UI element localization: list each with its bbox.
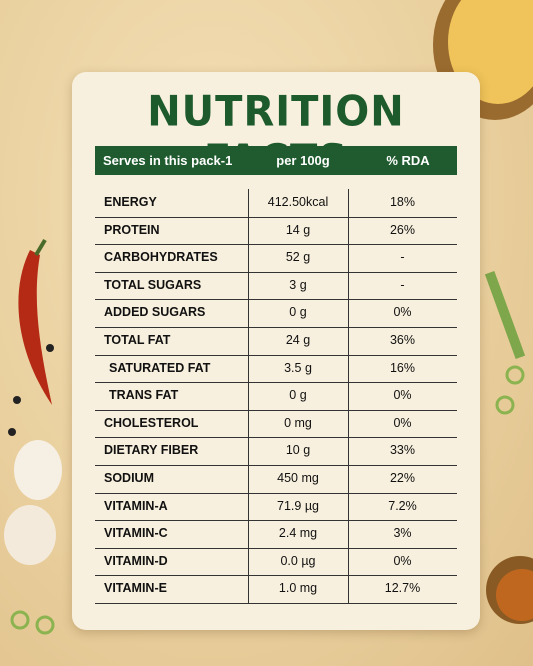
table-cell: 0 mg [284,415,312,430]
table-cell: 1.0 mg [278,581,318,596]
table-cell: 22% [389,471,416,485]
table-row: VITAMIN-A 71.9 µg 7.2% [95,493,457,522]
table-cell: 3.5 g [284,360,312,375]
table-row: TOTAL SUGARS 3 g - [95,272,457,301]
table-cell: 14 g [285,222,311,237]
table-row: CHOLESTEROL 0 mg 0% [95,410,457,439]
column-header: Serves in this pack-1 [103,153,233,168]
table-row: CARBOHYDRATES 52 g - [95,244,457,273]
table-cell: 0 g [289,388,307,403]
table-cell: 0 g [289,305,307,320]
table-cell: VITAMIN-A [104,498,168,513]
table-cell: 16% [389,360,416,375]
table-cell: CHOLESTEROL [104,415,199,430]
table-cell: - [400,250,405,265]
table-cell: 2.4 mg [278,526,318,541]
table-row: ENERGY 412.50kcal 18% [95,189,457,218]
table-row: SATURATED FAT 3.5 g 16% [95,355,457,384]
table-cell: 36% [389,333,416,347]
table-row: VITAMIN-C 2.4 mg 3% [95,520,457,549]
table-cell: 10 g [285,443,311,458]
table-cell: VITAMIN-E [104,581,167,596]
table-row: SODIUM 450 mg 22% [95,465,457,494]
table-cell: DIETARY FIBER [104,443,199,458]
table-row: ADDED SUGARS 0 g 0% [95,299,457,328]
table-cell: TOTAL FAT [104,333,171,347]
table-cell: 7.2% [388,498,417,513]
table-cell: 3 g [289,277,307,292]
table-cell: SODIUM [104,471,154,485]
table-cell: - [400,277,405,292]
table-cell: 0.0 µg [280,553,316,568]
table-cell: PROTEIN [104,222,160,237]
table-cell: 0% [393,553,412,568]
table-cell: 12.7% [384,581,421,596]
table-cell: CARBOHYDRATES [104,250,218,265]
table-row: DIETARY FIBER 10 g 33% [95,437,457,466]
table-cell: 24 g [285,333,311,347]
column-header: per 100g [276,153,330,168]
table-cell: 18% [389,195,416,209]
table-row: TRANS FAT 0 g 0% [95,382,457,411]
nutrition-card: NUTRITION FACTS Serves in this pack-1 pe… [72,72,480,630]
table-row: PROTEIN 14 g 26% [95,217,457,246]
column-header: % RDA [386,153,430,168]
table-cell: 3% [393,526,412,541]
table-cell: ENERGY [104,195,157,209]
table-cell: VITAMIN-D [104,553,168,568]
table-cell: 52 g [285,250,311,265]
table-cell: 450 mg [277,471,319,485]
table-cell: TOTAL SUGARS [104,277,202,292]
table-row: TOTAL FAT 24 g 36% [95,327,457,356]
table-cell: VITAMIN-C [104,526,168,541]
table-cell: 26% [389,222,416,237]
table-row: VITAMIN-D 0.0 µg 0% [95,548,457,577]
table-row: VITAMIN-E 1.0 mg 12.7% [95,575,457,604]
table-cell: TRANS FAT [109,388,179,403]
table-cell: 0% [393,388,412,403]
table-cell: 71.9 µg [277,498,319,513]
table-cell: 412.50kcal [267,195,329,209]
table-cell: 0% [393,305,412,320]
table-cell: 33% [389,443,416,458]
table-cell: 0% [393,415,412,430]
column-divider [248,189,249,603]
column-divider [348,189,349,603]
table-cell: ADDED SUGARS [104,305,206,320]
table-cell: SATURATED FAT [109,360,211,375]
table-header: Serves in this pack-1 per 100g % RDA [95,146,457,175]
